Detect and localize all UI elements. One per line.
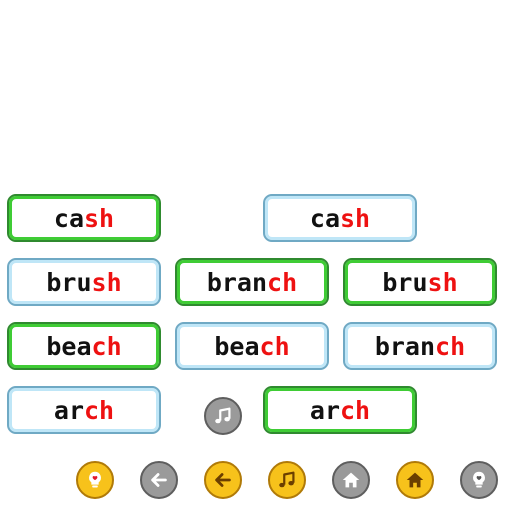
home-icon bbox=[342, 472, 360, 488]
lightbulb-heart-icon bbox=[473, 471, 485, 488]
word-highlight: sh bbox=[340, 203, 371, 233]
word-card[interactable]: bran ch bbox=[175, 258, 329, 306]
lightbulb-heart-icon bbox=[89, 471, 101, 488]
word-highlight: ch bbox=[435, 331, 466, 361]
play-sound-button[interactable] bbox=[204, 397, 242, 435]
word-highlight: sh bbox=[427, 267, 458, 297]
word-base: bea bbox=[46, 331, 92, 361]
word-card[interactable]: ca sh bbox=[7, 194, 161, 242]
word-highlight: sh bbox=[91, 267, 122, 297]
sound-button[interactable] bbox=[268, 461, 306, 499]
word-base: ca bbox=[309, 203, 340, 233]
word-base: ar bbox=[309, 395, 340, 425]
word-highlight: ch bbox=[84, 395, 115, 425]
word-highlight: ch bbox=[259, 331, 290, 361]
word-card[interactable]: bru sh bbox=[7, 258, 161, 306]
word-card[interactable]: bea ch bbox=[7, 322, 161, 370]
word-base: bran bbox=[374, 331, 436, 361]
word-base: bea bbox=[214, 331, 260, 361]
music-note-icon bbox=[215, 407, 231, 424]
back-button-inactive[interactable] bbox=[140, 461, 178, 499]
back-button[interactable] bbox=[204, 461, 242, 499]
word-card[interactable]: ar ch bbox=[7, 386, 161, 434]
home-icon bbox=[406, 472, 424, 488]
word-card[interactable]: bru sh bbox=[343, 258, 497, 306]
home-button-inactive[interactable] bbox=[332, 461, 370, 499]
hint-button[interactable] bbox=[76, 461, 114, 499]
music-note-icon bbox=[279, 471, 295, 488]
word-highlight: ch bbox=[91, 331, 122, 361]
word-highlight: sh bbox=[84, 203, 115, 233]
arrow-left-icon bbox=[151, 473, 167, 487]
word-card[interactable]: bran ch bbox=[343, 322, 497, 370]
home-button[interactable] bbox=[396, 461, 434, 499]
word-base: ca bbox=[53, 203, 84, 233]
arrow-left-icon bbox=[215, 473, 231, 487]
word-card[interactable]: ar ch bbox=[263, 386, 417, 434]
word-card[interactable]: ca sh bbox=[263, 194, 417, 242]
word-base: bru bbox=[382, 267, 428, 297]
word-base: bru bbox=[46, 267, 92, 297]
hint-button-inactive[interactable] bbox=[460, 461, 498, 499]
word-base: ar bbox=[53, 395, 84, 425]
word-highlight: ch bbox=[267, 267, 298, 297]
word-base: bran bbox=[206, 267, 268, 297]
word-card[interactable]: bea ch bbox=[175, 322, 329, 370]
word-highlight: ch bbox=[340, 395, 371, 425]
